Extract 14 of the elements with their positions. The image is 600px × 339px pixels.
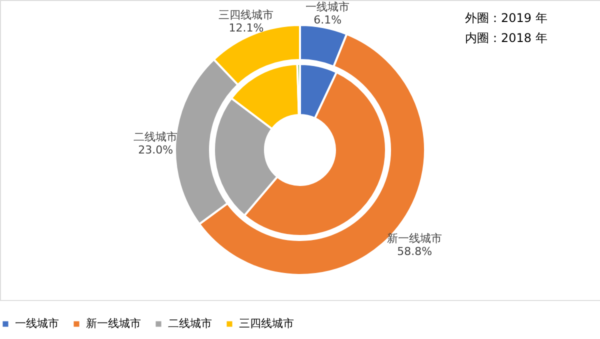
text: 内圈：2018 年 bbox=[465, 31, 548, 45]
legend-label: 一线城市 bbox=[15, 316, 59, 330]
data-label: 23.0% bbox=[138, 143, 174, 156]
legend-label: 三四线城市 bbox=[239, 316, 294, 330]
legend-label: 二线城市 bbox=[168, 316, 212, 330]
data-label: 12.1% bbox=[228, 21, 264, 34]
slice-label: 新一线城市 bbox=[387, 232, 442, 245]
text: 外圈：2019 年 bbox=[465, 11, 548, 25]
slice-label: 三四线城市 bbox=[218, 8, 274, 22]
slice-label: 二线城市 bbox=[134, 130, 178, 144]
legend-label: 新一线城市 bbox=[86, 316, 141, 330]
slice-label: 一线城市 bbox=[306, 0, 350, 14]
data-label: 58.8% bbox=[397, 244, 432, 258]
data-label: 6.1% bbox=[314, 14, 342, 27]
